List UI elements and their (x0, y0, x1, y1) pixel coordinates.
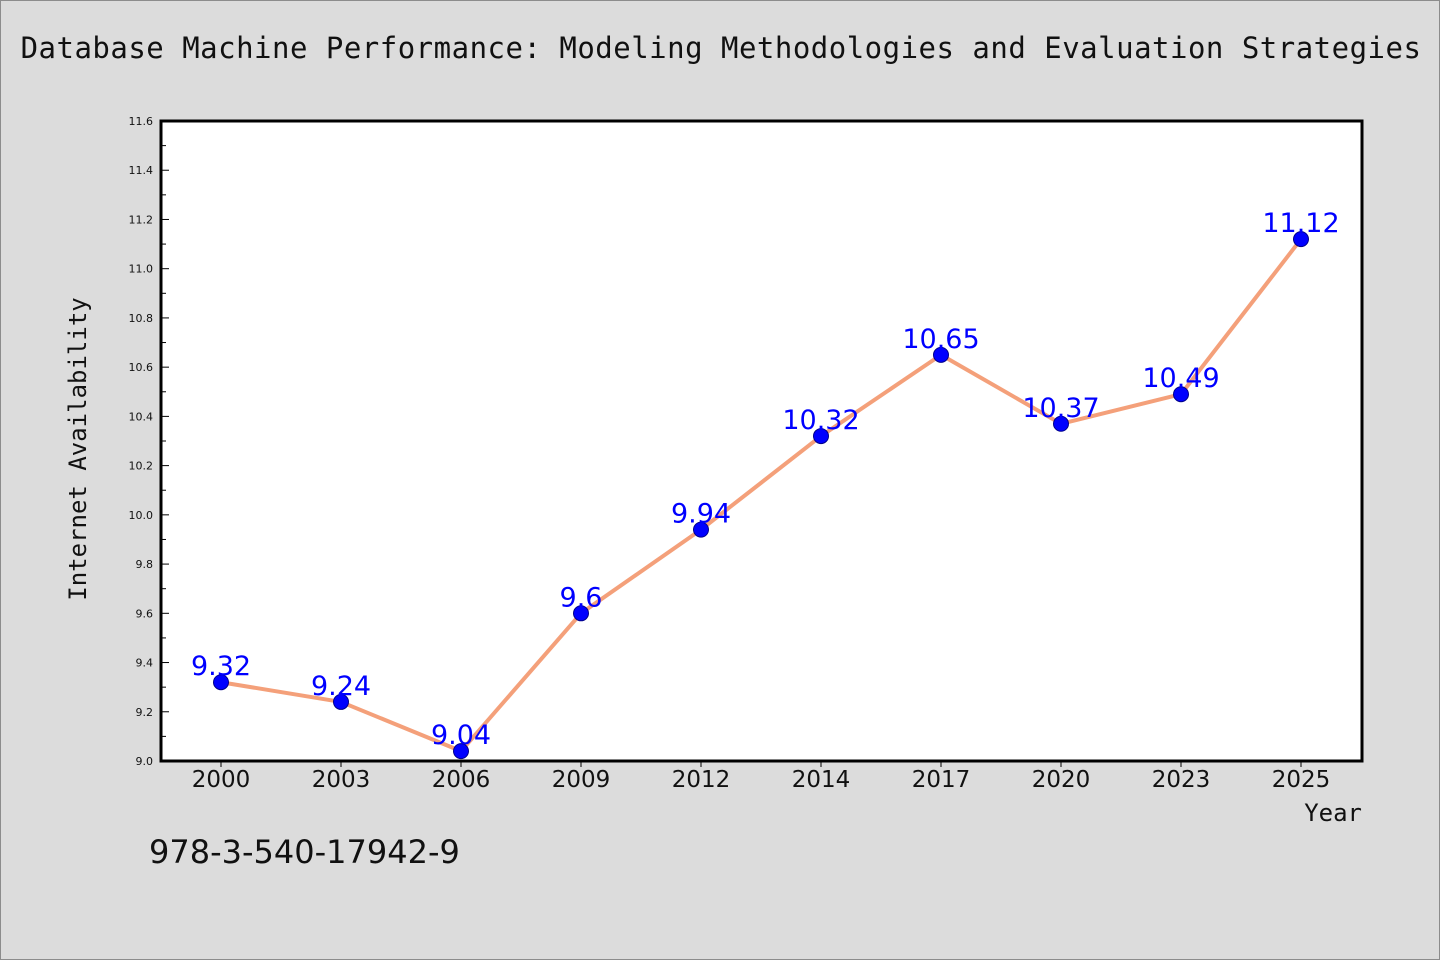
x-tick-label: 2000 (192, 767, 251, 793)
y-tick-label: 10.6 (129, 361, 154, 374)
x-tick-label: 2003 (312, 767, 371, 793)
data-label: 9.24 (311, 671, 371, 702)
data-label: 10.49 (1142, 363, 1219, 394)
x-tick-label: 2014 (792, 767, 851, 793)
y-tick-label: 11.2 (129, 213, 154, 226)
data-point-marker (1293, 231, 1309, 248)
x-tick-label: 2012 (672, 767, 731, 793)
y-tick-label: 11.6 (129, 115, 154, 128)
y-tick-label: 9.2 (136, 706, 154, 719)
x-tick-label: 2009 (552, 767, 611, 793)
data-point-marker (213, 674, 229, 691)
x-tick-label: 2025 (1272, 767, 1331, 793)
data-point-marker (453, 743, 469, 760)
data-point-marker (1053, 415, 1069, 432)
y-tick-label: 9.0 (136, 755, 154, 768)
data-label: 10.65 (902, 324, 979, 355)
data-label: 9.32 (191, 651, 251, 682)
series-line (220, 237, 1303, 754)
x-tick-label: 2006 (432, 767, 491, 793)
plot-frame (159, 119, 1364, 763)
isbn-text: 978-3-540-17942-9 (149, 833, 460, 871)
data-point-marker (1173, 386, 1189, 403)
y-tick-label: 9.4 (136, 657, 154, 670)
data-point-marker (933, 346, 949, 363)
y-tick-label: 9.8 (136, 558, 154, 571)
data-label: 9.6 (560, 582, 603, 613)
data-label: 9.94 (671, 499, 731, 530)
x-tick-label: 2017 (912, 767, 971, 793)
chart-title: Database Machine Performance: Modeling M… (20, 31, 1422, 65)
y-tick-label: 9.6 (136, 607, 154, 620)
plot-area (161, 121, 1362, 761)
x-axis-label: Year (1304, 799, 1362, 827)
data-label: 11.12 (1262, 208, 1339, 239)
data-point-marker (573, 605, 589, 622)
y-tick-label: 11.4 (129, 164, 154, 177)
y-tick-label: 10.2 (129, 460, 154, 473)
y-tick-label: 11.0 (129, 263, 154, 276)
data-point-marker (813, 428, 829, 445)
x-tick-label: 2023 (1152, 767, 1211, 793)
data-label: 10.37 (1022, 393, 1099, 424)
data-label: 9.04 (431, 720, 491, 751)
y-tick-label: 10.0 (129, 509, 154, 522)
y-tick-label: 10.4 (129, 410, 154, 423)
y-tick-label: 10.8 (129, 312, 154, 325)
y-axis-label: Internet Availability (64, 297, 92, 600)
data-label: 10.32 (782, 405, 859, 436)
data-point-marker (333, 693, 349, 710)
data-point-marker (693, 521, 709, 538)
x-tick-label: 2020 (1032, 767, 1091, 793)
